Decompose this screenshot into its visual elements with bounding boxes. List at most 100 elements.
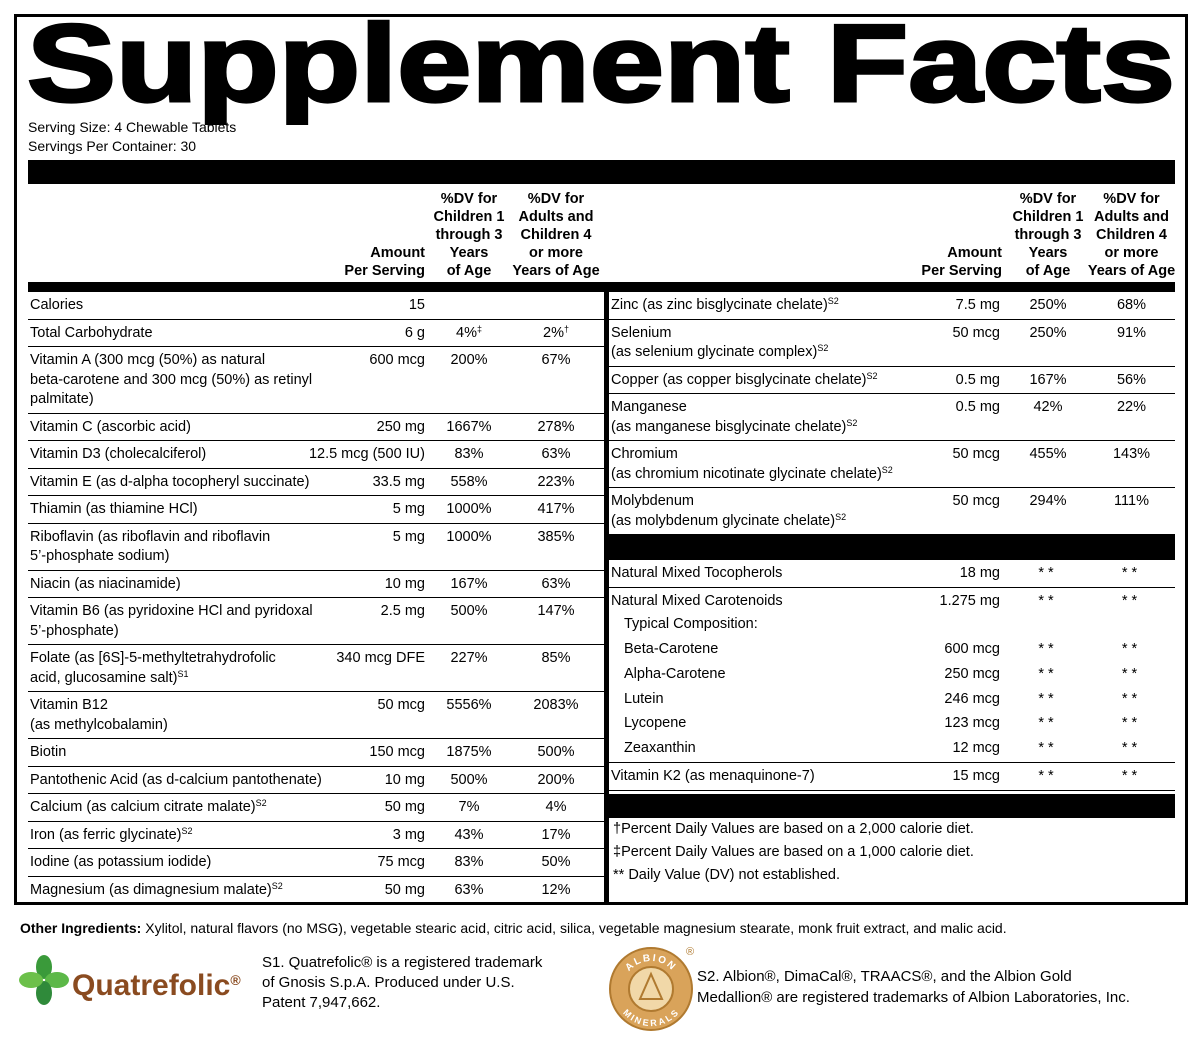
children-dv: 1667% [446,418,492,435]
children-dv-cell: 500% [430,602,508,641]
adults-dv-cell: ** [1088,665,1175,685]
children-dv-cell [430,296,508,316]
other-ingredients-label: Other Ingredients: [20,920,142,936]
children-dv: ** [1038,665,1058,682]
nutrient-row: Folate (as [6S]-5-methyltetrahydrofolic … [28,644,604,691]
adults-dv-cell: 68% [1088,296,1175,316]
children-dv: 558% [450,473,488,490]
nutrient-name: Vitamin C (ascorbic acid) [30,418,191,435]
nutrient-row: Vitamin D3 (cholecalciferol) 12.5 mcg (50… [28,440,604,468]
nutrient-row: Zeaxanthin 12 mcg ** ** [609,737,1175,762]
adults-dv-cell: ** [1088,592,1175,612]
adults-dv: 4% [545,799,567,815]
children-dv-cell: ** [1008,592,1088,612]
nutrient-name: Manganese (as manganese bisglycinate che… [611,399,847,435]
nutrient-name-cell: Lycopene 123 mcg [609,714,1008,734]
children-dv: 5556% [446,697,492,713]
children-dv: 1000% [446,501,492,517]
adults-dv: 17% [541,826,571,843]
amount: 33.5 mg [372,473,425,490]
title: Supplement Facts [27,2,1175,125]
nutrient-name: Vitamin A (300 mcg (50%) as natural beta… [30,352,313,407]
children-dv-cell: 63% [430,881,508,901]
nutrient-name: Beta-Carotene [624,641,719,658]
children-dv: 500% [450,771,488,788]
footnote-mark: S2 [817,343,829,353]
amount: 50 mg [384,799,425,815]
amount: 75 mcg [377,854,425,870]
children-dv: 7% [458,799,480,815]
children-dv: 167% [1029,371,1067,388]
adults-dv: 111% [1114,493,1149,509]
servings-per-container: Servings Per Container: 30 [28,138,197,154]
section-bar [609,534,1175,560]
nutrient-name-cell: Vitamin K2 (as menaquinone-7) 15 mcg [609,767,1008,787]
adults-dv-cell: ** [1088,767,1175,787]
adults-dv-cell: 147% [508,602,604,641]
adults-dv: 91% [1116,324,1147,341]
adults-dv: 200% [537,771,575,788]
adults-dv: ** [1121,665,1142,682]
amount: 50 mcg [952,324,1000,341]
nutrient-name: Lutein [624,690,664,707]
adults-dv-cell: 278% [508,418,604,438]
amount: 3 mg [392,826,425,843]
children-dv-cell: 500% [430,771,508,791]
adults-dv: 143% [1112,446,1151,462]
nutrient-row: Vitamin C (ascorbic acid) 250 mg 1667% 278% [28,412,604,441]
amount: 50 mg [384,881,425,898]
children-header: %DV for Children 1 through 3 Years of Ag… [433,191,505,279]
nutrient-name-cell: Magnesium (as dimagnesium malate)S2 50 mg [28,881,430,901]
children-dv-cell: ** [1008,739,1088,759]
title-svg: Supplement Facts [26,1,1177,126]
children-dv-cell: 200% [430,351,508,410]
amount-header: Amount Per Serving [344,245,425,279]
amount: 1.275 mg [939,592,1000,609]
adults-dv-cell: 500% [508,743,604,763]
children-dv-cell: ** [1008,714,1088,734]
footnote-mark: S2 [181,825,193,836]
nutrient-row: Vitamin B12 (as methylcobalamin) 50 mcg 55… [28,691,604,738]
footnote-mark: S2 [255,798,267,808]
children-dv: 42% [1033,399,1063,415]
medallion-emblem [638,971,664,1000]
children-dv-cell: ** [1008,690,1088,710]
children-dv: 455% [1029,446,1067,462]
children-dv-cell: 1000% [430,500,508,520]
nutrient-name-cell: Manganese (as manganese bisglycinate che… [609,398,1008,437]
footnotes: †Percent Daily Values are based on a 2,0… [609,818,1175,887]
nutrient-row: Total Carbohydrate 6 g 4%‡ 2%† [28,318,604,347]
thick-rule [28,282,1175,292]
adults-dv: 2% [543,324,564,341]
nutrient-name: Vitamin B6 (as pyridoxine HCl and pyrido… [30,603,313,639]
nutrient-name-cell: Chromium (as chromium nicotinate glycina… [609,445,1008,484]
nutrient-name: Calories [30,297,84,313]
nutrient-row: Niacin (as niacinamide) 10 mg 167% 63% [28,569,604,598]
footnote-mark: S1 [177,668,189,679]
left-table: Calories 15 Total Carbohydrate 6 g 4%‡ 2%† Vit… [28,292,604,903]
nutrient-name-cell: Selenium (as selenium glycinate complex)… [609,324,1008,363]
nutrient-name-cell: Total Carbohydrate 6 g [28,324,430,344]
adults-dv-cell: 63% [508,445,604,465]
quatrefolic-logo-text: Quatrefolic [72,969,231,1002]
children-dv-cell: 294% [1008,492,1088,531]
children-dv: 1000% [446,528,492,545]
albion-medallion: ALBION MINERALS ® [609,946,694,1031]
nutrient-row: Selenium (as selenium glycinate complex)… [609,318,1175,366]
adults-dv: 223% [537,473,575,490]
amount: 18 mg [959,565,1000,581]
adults-dv-cell: 63% [508,575,604,595]
children-dv-cell: ** [1008,665,1088,685]
nutrient-name: Vitamin K2 (as menaquinone-7) [611,768,815,785]
footnote: ** Daily Value (DV) not established. [613,866,841,883]
adults-dv-cell: 67% [508,351,604,410]
adults-dv-cell: ** [1088,690,1175,710]
amount: 150 mcg [369,744,425,760]
children-dv: ** [1038,565,1058,581]
nutrient-name-cell: Niacin (as niacinamide) 10 mg [28,575,430,595]
nutrient-name-cell: Thiamin (as thiamine HCl) 5 mg [28,500,430,520]
amount: 600 mcg [369,352,425,368]
amount: 50 mcg [377,697,425,713]
adults-dv: 147% [537,603,575,619]
children-dv: ** [1038,592,1058,609]
